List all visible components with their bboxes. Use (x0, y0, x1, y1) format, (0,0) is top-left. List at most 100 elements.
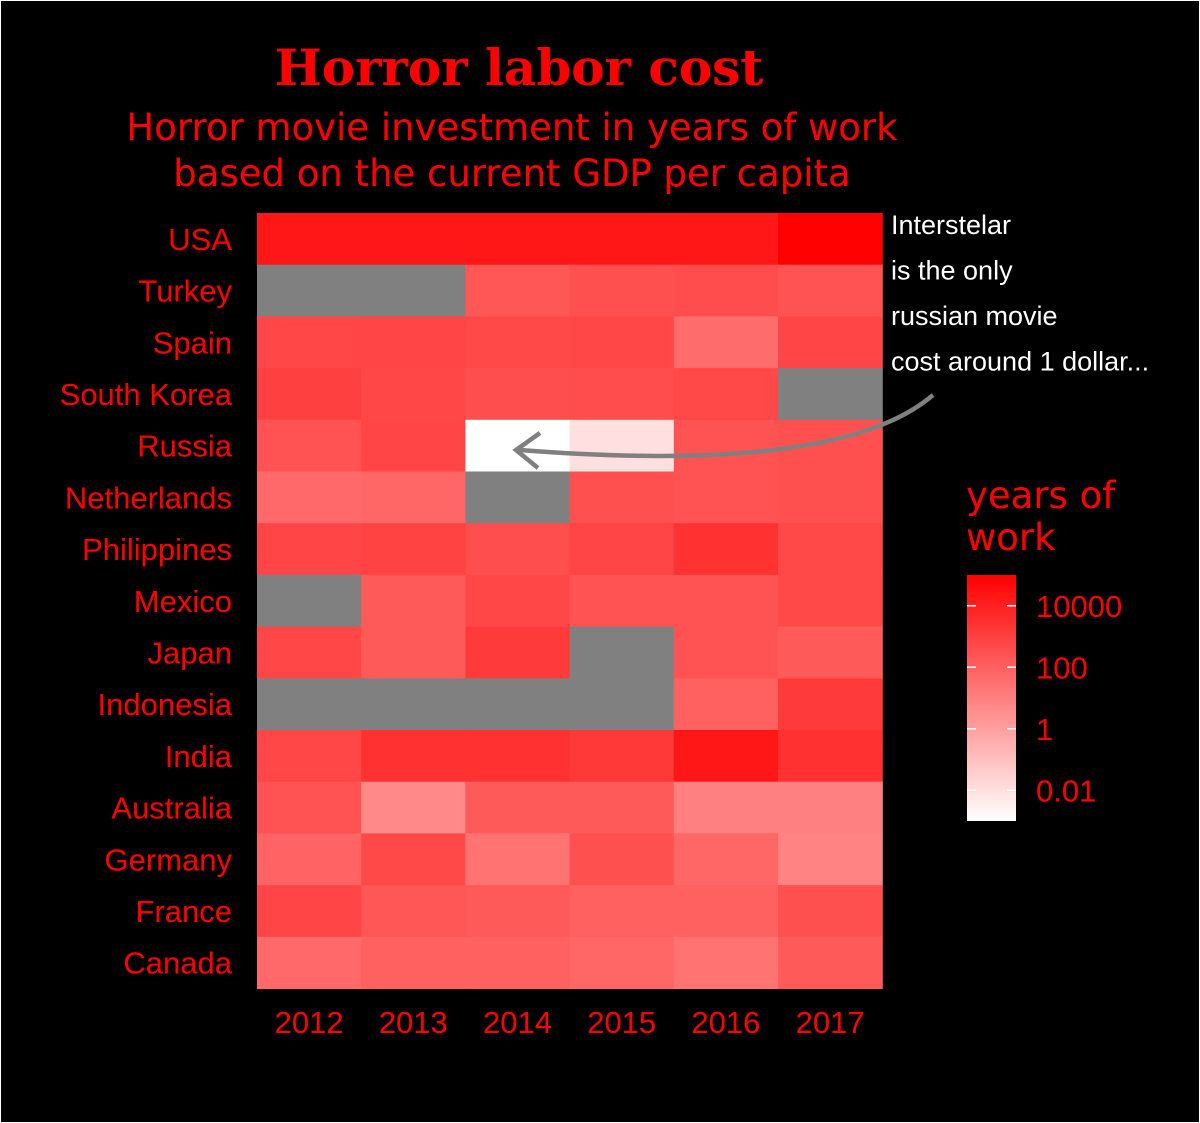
annotation-text-line: is the only (891, 256, 1013, 286)
x-tick-label: 2015 (587, 1005, 656, 1040)
heatmap-cell (465, 730, 571, 783)
heatmap-cell (778, 264, 883, 317)
heatmap-cell (257, 574, 362, 628)
y-tick-label: Canada (123, 946, 232, 981)
heatmap-cell (257, 316, 362, 369)
heatmap-cell (569, 213, 675, 266)
heatmap-cell (465, 316, 571, 369)
heatmap-cell (361, 523, 466, 576)
annotation-text-line: Interstelar (891, 210, 1011, 240)
heatmap-cell (257, 730, 362, 783)
heatmap-cell (569, 523, 675, 576)
heatmap-cell (257, 885, 362, 938)
heatmap-cell (673, 264, 779, 317)
heatmap-cell (361, 936, 466, 990)
heatmap-cell (778, 316, 883, 369)
y-tick-label: Japan (148, 635, 232, 670)
heatmap-cell (673, 833, 779, 886)
heatmap-cell (569, 781, 675, 834)
heatmap-cell (361, 626, 466, 679)
y-tick-label: Mexico (134, 584, 232, 619)
y-tick-label: Netherlands (65, 480, 232, 515)
y-tick-label: Australia (111, 791, 232, 826)
heatmap-cell (361, 213, 466, 266)
heatmap-cell (673, 213, 779, 266)
heatmap-cell (257, 213, 362, 266)
heatmap-cell (673, 730, 779, 783)
heatmap-cell (673, 574, 779, 628)
heatmap-cell (465, 471, 571, 524)
heatmap-cell (465, 574, 571, 628)
heatmap-cell (361, 730, 466, 783)
heatmap-cell (361, 368, 466, 421)
x-tick-label: 2014 (483, 1005, 552, 1040)
heatmap-cell (778, 574, 883, 628)
y-tick-label: Germany (105, 842, 233, 877)
heatmap-cell (778, 213, 883, 266)
heatmap-cell (361, 316, 466, 369)
y-tick-label: India (165, 739, 233, 774)
heatmap-cell (361, 833, 466, 886)
y-tick-label: France (136, 894, 232, 929)
heatmap-cell (569, 833, 675, 886)
heatmap-cell (257, 936, 362, 990)
legend-tick-label: 100 (1036, 650, 1088, 685)
heatmap-cell (778, 833, 883, 886)
heatmap-cell (465, 264, 571, 317)
heatmap-cell (465, 885, 571, 938)
heatmap-cell (465, 213, 571, 266)
heatmap-cell (569, 678, 675, 731)
heatmap-cell (257, 368, 362, 421)
y-tick-label: Indonesia (98, 687, 233, 722)
heatmap-cell (257, 264, 362, 317)
annotation-arrow-line (519, 393, 935, 459)
heatmap-cell (778, 936, 883, 990)
heatmap-cell (778, 678, 883, 731)
y-tick-label: South Korea (60, 377, 233, 412)
heatmap-cell (778, 368, 883, 421)
heatmap-cell (361, 574, 466, 628)
heatmap-cell (465, 833, 571, 886)
heatmap-cell (569, 316, 675, 369)
heatmap-cell (778, 885, 883, 938)
heatmap-cell (778, 781, 883, 834)
chart-subtitle-line: Horror movie investment in years of work (126, 106, 898, 149)
heatmap-cell (569, 936, 675, 990)
heatmap-cell (257, 833, 362, 886)
legend-colorbar (967, 575, 1016, 821)
y-tick-label: Russia (137, 429, 233, 464)
heatmap-cell (465, 368, 571, 421)
heatmap-cell (778, 471, 883, 524)
heatmap-cell (673, 471, 779, 524)
legend-tick-label: 10000 (1036, 589, 1122, 624)
chart-title: Horror labor cost (275, 38, 764, 97)
heatmap-cell (569, 264, 675, 317)
heatmap-cell (257, 781, 362, 834)
heatmap-cell (778, 730, 883, 783)
heatmap-cell (361, 678, 466, 731)
heatmap-cell (465, 419, 571, 473)
heatmap-cell (673, 936, 779, 990)
heatmap-cell (465, 781, 571, 834)
heatmap-cell (569, 574, 675, 628)
x-tick-label: 2012 (275, 1005, 344, 1040)
heatmap-cell (778, 626, 883, 679)
chart-subtitle-line: based on the current GDP per capita (173, 152, 850, 195)
heatmap-cell (361, 781, 466, 834)
heatmap-cell (673, 781, 779, 834)
annotation-text-line: russian movie (891, 301, 1058, 331)
heatmap-cell (673, 523, 779, 576)
heatmap-cell (257, 419, 362, 473)
heatmap-cell (673, 885, 779, 938)
heatmap-cell (673, 368, 779, 421)
heatmap-cell (465, 523, 571, 576)
heatmap-cell (361, 885, 466, 938)
heatmap-cell (465, 936, 571, 990)
heatmap-cell (361, 419, 466, 473)
heatmap-cell (569, 885, 675, 938)
heatmap-cell (361, 264, 466, 317)
heatmap-cell (569, 419, 675, 473)
heatmap-cell (569, 626, 675, 679)
y-tick-label: Spain (153, 325, 232, 360)
